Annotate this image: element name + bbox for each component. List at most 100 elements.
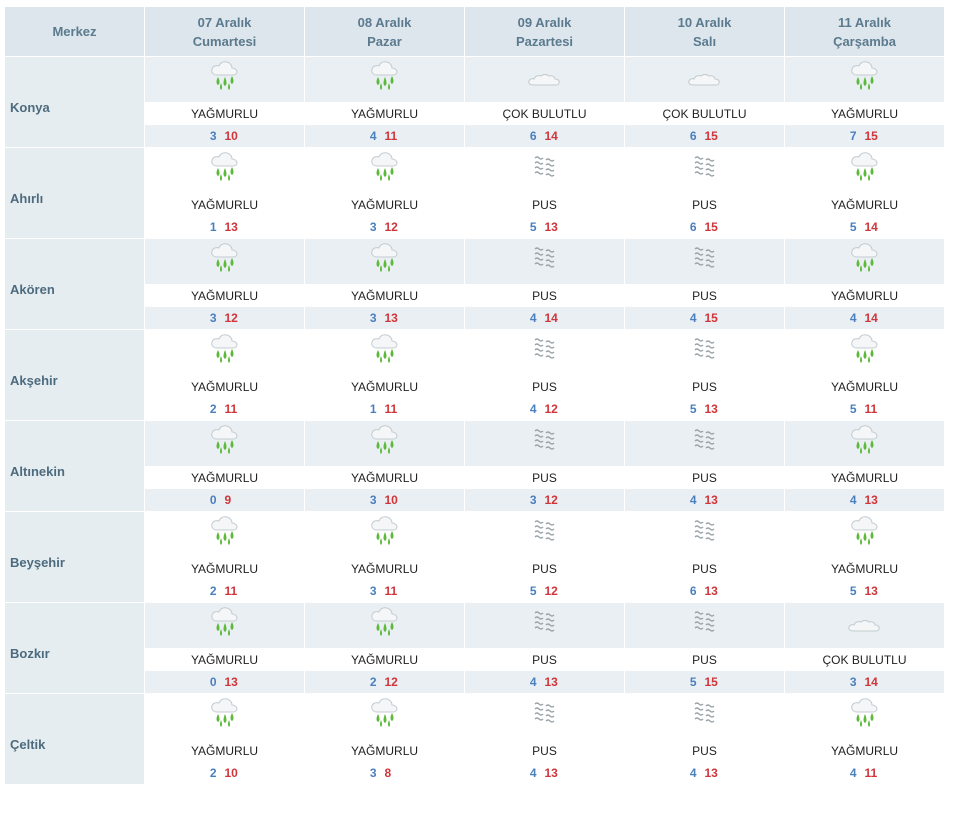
day-date: 11 Aralık bbox=[837, 14, 891, 30]
weather-description: PUS bbox=[465, 193, 625, 216]
haze-icon bbox=[525, 332, 565, 368]
temperature-cell: 6 13 bbox=[625, 580, 785, 603]
weather-icon-cell bbox=[465, 57, 625, 102]
rain-icon bbox=[205, 423, 245, 459]
min-temperature: 6 bbox=[689, 220, 697, 234]
temperature-cell: 3 13 bbox=[305, 307, 465, 330]
rain-icon bbox=[365, 241, 405, 277]
city-name: Akşehir bbox=[10, 373, 58, 388]
weather-description: YAĞMURLU bbox=[785, 284, 945, 307]
temperature-cell: 1 11 bbox=[305, 398, 465, 421]
min-temperature: 3 bbox=[209, 311, 217, 325]
max-temperature: 15 bbox=[704, 311, 718, 325]
weather-description: YAĞMURLU bbox=[305, 739, 465, 762]
max-temperature: 14 bbox=[544, 129, 558, 143]
temperature-cell: 4 11 bbox=[785, 762, 945, 785]
temperature-cell: 5 13 bbox=[785, 580, 945, 603]
weather-icon-cell bbox=[145, 694, 305, 739]
weather-description: YAĞMURLU bbox=[305, 648, 465, 671]
temperature-cell: 5 14 bbox=[785, 216, 945, 239]
weather-description: YAĞMURLU bbox=[305, 466, 465, 489]
min-temperature: 1 bbox=[369, 402, 377, 416]
temperature-cell: 5 12 bbox=[465, 580, 625, 603]
max-temperature: 13 bbox=[704, 493, 718, 507]
haze-icon bbox=[685, 332, 725, 368]
max-temperature: 14 bbox=[864, 220, 878, 234]
weather-description: PUS bbox=[625, 466, 785, 489]
min-temperature: 5 bbox=[849, 220, 857, 234]
max-temperature: 11 bbox=[864, 402, 878, 416]
temperature-cell: 4 13 bbox=[465, 671, 625, 694]
rain-icon bbox=[205, 241, 245, 277]
temperature-cell: 1 13 bbox=[145, 216, 305, 239]
forecast-row-temps: 0 9 3 10 3 12 4 13 4 13 bbox=[5, 489, 945, 512]
day-header: 09 Aralık Pazartesi bbox=[465, 7, 625, 57]
temperature-cell: 3 10 bbox=[145, 125, 305, 148]
forecast-row-temps: 3 10 4 11 6 14 6 15 7 15 bbox=[5, 125, 945, 148]
temperature-cell: 4 11 bbox=[305, 125, 465, 148]
city-name: Konya bbox=[10, 100, 50, 115]
min-temperature: 3 bbox=[369, 311, 377, 325]
max-temperature: 12 bbox=[544, 493, 558, 507]
day-header: 08 Aralık Pazar bbox=[305, 7, 465, 57]
temperature-cell: 5 11 bbox=[785, 398, 945, 421]
max-temperature: 8 bbox=[384, 766, 392, 780]
weather-description: YAĞMURLU bbox=[785, 193, 945, 216]
max-temperature: 11 bbox=[384, 402, 398, 416]
city-cell: Altınekin bbox=[5, 421, 145, 512]
max-temperature: 11 bbox=[384, 584, 398, 598]
max-temperature: 13 bbox=[224, 220, 238, 234]
weather-description: PUS bbox=[625, 375, 785, 398]
max-temperature: 13 bbox=[224, 675, 238, 689]
forecast-row-desc: YAĞMURLU YAĞMURLU ÇOK BULUTLU ÇOK BULUTLU YA… bbox=[5, 102, 945, 125]
temperature-cell: 5 13 bbox=[625, 398, 785, 421]
weather-icon-cell bbox=[785, 57, 945, 102]
weather-icon-cell bbox=[625, 148, 785, 193]
temperature-cell: 3 12 bbox=[145, 307, 305, 330]
min-temperature: 5 bbox=[689, 675, 697, 689]
max-temperature: 10 bbox=[384, 493, 398, 507]
max-temperature: 12 bbox=[384, 675, 398, 689]
forecast-row-icons: Akşehir bbox=[5, 330, 945, 421]
weather-icon-cell bbox=[145, 148, 305, 193]
temperature-cell: 4 13 bbox=[625, 489, 785, 512]
forecast-row-icons: Çeltik bbox=[5, 694, 945, 785]
day-weekday: Pazar bbox=[367, 33, 402, 49]
min-temperature: 3 bbox=[369, 493, 377, 507]
weather-description: YAĞMURLU bbox=[305, 375, 465, 398]
haze-icon bbox=[525, 605, 565, 641]
temperature-cell: 3 10 bbox=[305, 489, 465, 512]
haze-icon bbox=[685, 605, 725, 641]
min-temperature: 2 bbox=[209, 402, 217, 416]
rain-icon bbox=[845, 59, 885, 95]
forecast-row-icons: Akören bbox=[5, 239, 945, 330]
city-cell: Akören bbox=[5, 239, 145, 330]
rain-icon bbox=[845, 514, 885, 550]
haze-icon bbox=[685, 150, 725, 186]
temperature-cell: 3 11 bbox=[305, 580, 465, 603]
city-cell: Çeltik bbox=[5, 694, 145, 785]
temperature-cell: 5 13 bbox=[465, 216, 625, 239]
city-name: Akören bbox=[10, 282, 55, 297]
weather-description: YAĞMURLU bbox=[145, 648, 305, 671]
rain-icon bbox=[365, 423, 405, 459]
max-temperature: 14 bbox=[544, 311, 558, 325]
weather-icon-cell bbox=[465, 330, 625, 375]
max-temperature: 10 bbox=[224, 766, 238, 780]
min-temperature: 4 bbox=[849, 311, 857, 325]
haze-icon bbox=[525, 423, 565, 459]
weather-icon-cell bbox=[145, 512, 305, 557]
max-temperature: 14 bbox=[864, 311, 878, 325]
temperature-cell: 2 11 bbox=[145, 580, 305, 603]
day-date: 10 Aralık bbox=[677, 14, 732, 30]
rain-icon bbox=[205, 696, 245, 732]
temperature-cell: 4 14 bbox=[465, 307, 625, 330]
min-temperature: 1 bbox=[209, 220, 217, 234]
weather-description: PUS bbox=[465, 557, 625, 580]
forecast-row-temps: 2 10 3 8 4 13 4 13 4 11 bbox=[5, 762, 945, 785]
forecast-row-icons: Ahırlı bbox=[5, 148, 945, 239]
weather-description: PUS bbox=[625, 557, 785, 580]
day-date: 07 Aralık bbox=[197, 14, 252, 30]
rain-icon bbox=[365, 696, 405, 732]
